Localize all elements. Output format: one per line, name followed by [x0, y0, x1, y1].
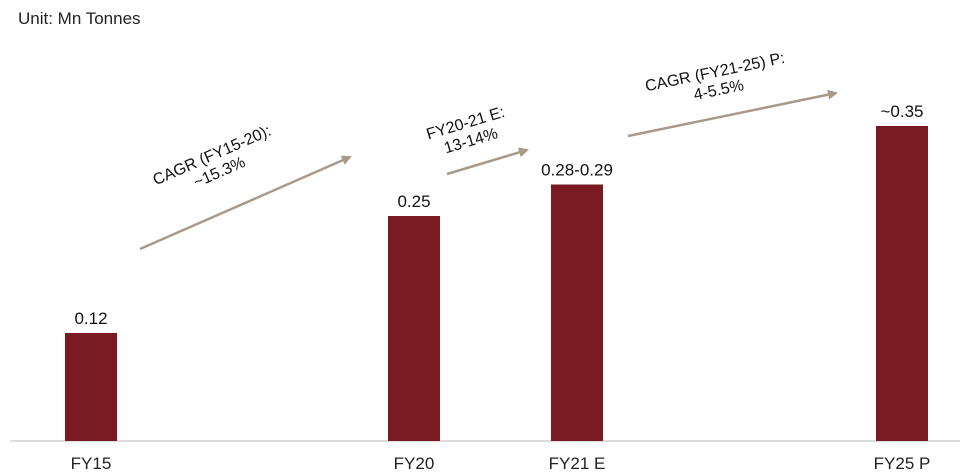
unit-label: Unit: Mn Tonnes [18, 9, 141, 28]
data-label-fy15: 0.12 [74, 309, 107, 328]
tick-label-fy15: FY15 [71, 454, 112, 473]
tick-label-fy20: FY20 [394, 454, 435, 473]
growth-arrow-2 [446, 147, 529, 176]
data-label-fy20: 0.25 [397, 192, 430, 211]
growth-annotation-1: CAGR (FY15-20):~15.3% [151, 123, 282, 206]
tick-label-fy21-e: FY21 E [549, 454, 606, 473]
growth-arrow-3 [627, 89, 838, 138]
growth-arrow-1 [139, 155, 352, 251]
bar-fy25-p [876, 126, 928, 441]
tick-label-fy25-p: FY25 P [874, 454, 931, 473]
growth-annotation-2: FY20-21 E:13-14% [425, 104, 513, 161]
bar-fy20 [388, 216, 440, 441]
bar-fy15 [65, 333, 117, 441]
data-label-fy21-e: 0.28-0.29 [541, 161, 613, 180]
data-label-fy25-p: ~0.35 [880, 102, 923, 121]
growth-annotation-3: CAGR (FY21-25) P:4-5.5% [644, 50, 790, 113]
bar-fy21-e [551, 184, 603, 441]
